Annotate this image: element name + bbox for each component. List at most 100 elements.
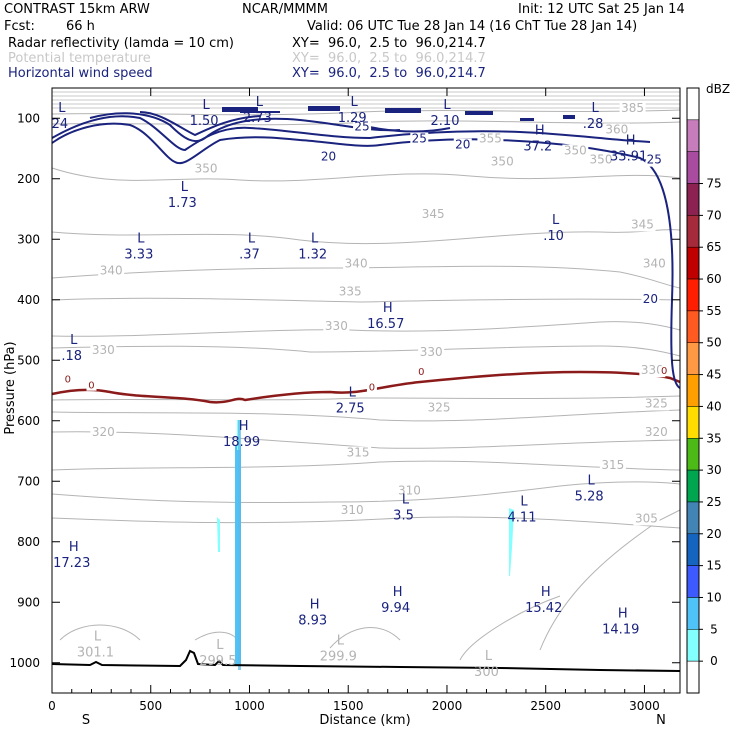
- y-tick-label: 200: [17, 172, 40, 186]
- theta-label: 325: [645, 396, 668, 410]
- theta-label: 345: [422, 207, 445, 221]
- extreme-value: 4.11: [508, 510, 537, 525]
- wind-speed-label: 20: [455, 138, 470, 152]
- colorbar-tick-label: 20: [706, 527, 721, 541]
- low-marker: L: [591, 101, 599, 116]
- zero-contour-label: 0: [88, 381, 94, 392]
- theta-label: 335: [339, 285, 362, 299]
- high-marker: H: [618, 606, 628, 621]
- low-marker: L: [58, 101, 66, 116]
- extreme-value: 1.73: [168, 196, 197, 211]
- zero-label-bg: [416, 366, 427, 377]
- colorbar-tick-label: 65: [706, 240, 721, 254]
- wind-speed-label: 20: [643, 292, 658, 306]
- zero-contour-label: 0: [418, 367, 424, 378]
- theta-label: 340: [100, 263, 123, 277]
- colorbar-swatch: [686, 597, 700, 630]
- high-marker: H: [383, 301, 393, 316]
- field-label-theta: Potential temperature: [8, 51, 151, 66]
- theta-label-bg: [339, 503, 366, 517]
- extreme-value: 2.73: [243, 111, 272, 126]
- theta-label: 310: [341, 503, 364, 517]
- theta-label-bg: [643, 425, 670, 439]
- wind-label-bg: [353, 120, 372, 134]
- theta-label-bg: [619, 102, 646, 116]
- low-marker: L: [70, 333, 78, 348]
- theta-label: 360: [605, 122, 628, 136]
- field-xy-wind: XY= 96.0, 2.5 to 96.0,214.7: [292, 66, 486, 81]
- y-tick-label: 100: [17, 111, 40, 125]
- colorbar-tick-label: 70: [706, 208, 721, 222]
- low-marker: L: [552, 213, 560, 228]
- low-marker: L: [402, 493, 410, 508]
- init-time: Init: 12 UTC Sat 25 Jan 14: [518, 2, 685, 17]
- extreme-value: .37: [239, 247, 260, 262]
- colorbar-swatch: [686, 151, 700, 184]
- colorbar-tick-label: 75: [706, 177, 721, 191]
- theta-label-bg: [90, 344, 117, 358]
- colorbar-tick-label: 25: [706, 495, 721, 509]
- low-marker: L: [216, 638, 224, 653]
- theta-label-bg: [337, 285, 364, 299]
- theta-label: 310: [398, 484, 421, 498]
- colorbar-swatch: [686, 565, 700, 598]
- colorbar-swatch: [686, 469, 700, 503]
- zero-contour-label: 0: [661, 366, 667, 377]
- field-xy-reflectivity: XY= 96.0, 2.5 to 96.0,214.7: [292, 36, 486, 51]
- x-tick-label: 1500: [333, 699, 364, 713]
- colorbar-tick-label: 10: [706, 590, 721, 604]
- y-tick-label: 400: [17, 293, 40, 307]
- forecast-label: Fcst:: [4, 19, 35, 34]
- low-marker: L: [520, 494, 528, 509]
- x-tick-label: 1000: [234, 699, 265, 713]
- colorbar-swatch: [686, 374, 700, 407]
- colorbar-tick-label: 5: [710, 622, 718, 636]
- theta-label-bg: [639, 364, 666, 378]
- y-tick-label: 800: [17, 535, 40, 549]
- y-tick-label: 900: [17, 595, 40, 609]
- low-marker: L: [349, 386, 357, 401]
- wind-speed-label: 25: [412, 131, 427, 145]
- extreme-value: 3.33: [124, 247, 153, 262]
- x-axis-title: Distance (km): [319, 713, 410, 728]
- zero-contour: [51, 370, 681, 404]
- extreme-value: 2.75: [336, 402, 365, 417]
- high-marker: H: [535, 124, 545, 139]
- colorbar-swatch: [686, 406, 700, 439]
- theta-label-bg: [643, 397, 670, 411]
- jet-core-bars: [222, 106, 575, 121]
- theta-label-bg: [323, 320, 350, 333]
- theta-label-bg: [343, 257, 370, 271]
- zero-contour-label: 0: [369, 383, 375, 394]
- theta-label: 320: [645, 425, 668, 439]
- colorbar-tick-label: 60: [706, 272, 721, 286]
- low-marker: L: [202, 98, 210, 113]
- theta-label: 330: [641, 363, 664, 377]
- colorbar-tick-label: 55: [706, 304, 721, 318]
- wind-label-bg: [641, 292, 660, 306]
- y-tick-label: 300: [17, 232, 40, 246]
- theta-label-bg: [418, 346, 445, 360]
- low-marker: L: [443, 98, 451, 113]
- low-marker: L: [485, 649, 493, 664]
- colorbar-tick-label: 50: [706, 336, 721, 350]
- reflectivity-shading: [217, 420, 514, 670]
- theta-label-bg: [426, 401, 453, 415]
- extreme-value: 37.2: [523, 140, 552, 155]
- colorbar-tick-label: 0: [710, 654, 718, 668]
- theta-label: 350: [195, 162, 218, 176]
- low-marker: L: [248, 231, 256, 246]
- extreme-value: 2.10: [431, 114, 460, 129]
- low-marker: L: [337, 634, 345, 649]
- extreme-value: .10: [543, 229, 564, 244]
- colorbar-swatch: [686, 501, 700, 535]
- field-xy-theta: XY= 96.0, 2.5 to 96.0,214.7: [292, 51, 486, 66]
- theta-label: 355: [479, 131, 502, 145]
- theta-label: 305: [635, 511, 658, 525]
- colorbar-swatch: [686, 87, 700, 121]
- zero-label-bg: [86, 380, 97, 391]
- colorbar-tick-label: 40: [706, 399, 721, 413]
- low-marker: L: [311, 231, 319, 246]
- extreme-value: 24: [52, 117, 69, 132]
